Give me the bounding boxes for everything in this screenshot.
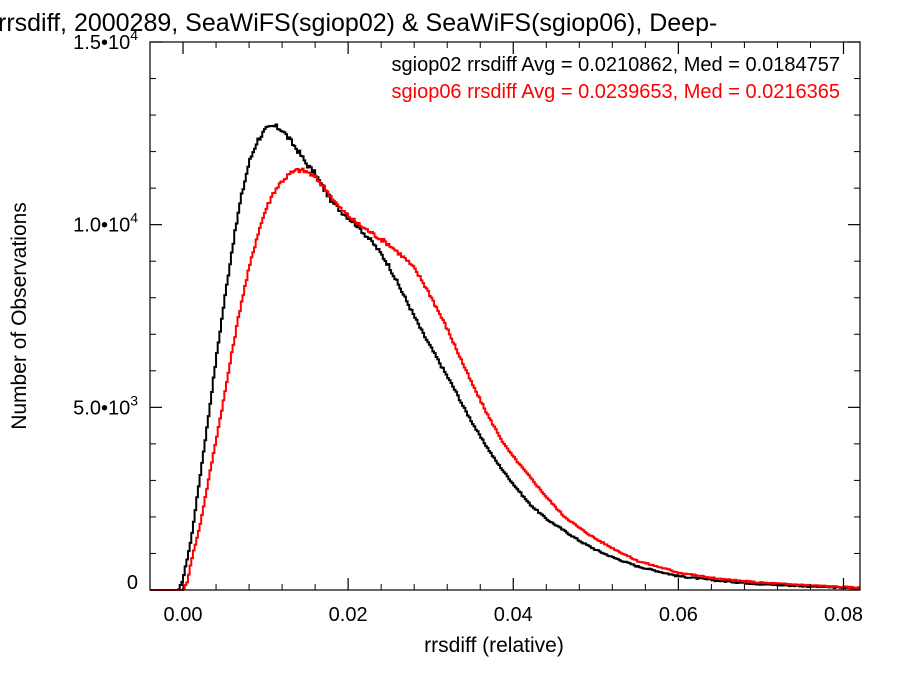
legend-entry-sgiop02: sgiop02 rrsdiff Avg = 0.0210862, Med = 0…	[392, 54, 841, 76]
series-layer	[150, 123, 860, 591]
chart-title: rrsdiff, 2000289, SeaWiFS(sgiop02) & Sea…	[0, 9, 717, 37]
y-tick-label: 1.0•104	[73, 210, 138, 237]
x-tick-label: 0.06	[659, 604, 698, 626]
x-tick-label: 0.04	[494, 604, 533, 626]
x-axis-label: rrsdiff (relative)	[424, 634, 564, 657]
series-line-1	[150, 167, 860, 591]
series-line-0	[150, 123, 860, 591]
legend: sgiop02 rrsdiff Avg = 0.0210862, Med = 0…	[392, 54, 841, 103]
x-tick-label: 0.00	[164, 604, 203, 626]
x-tick-label: 0.08	[824, 604, 863, 626]
plot-frame	[149, 41, 861, 591]
y-axis: 0 5.0•103 1.0•104 1.5•104	[73, 27, 860, 594]
y-axis-label: Number of Observations	[8, 202, 31, 430]
y-tick-label: 0	[127, 572, 138, 594]
y-tick-label: 1.5•104	[73, 27, 138, 54]
x-tick-label: 0.02	[329, 604, 368, 626]
legend-entry-sgiop06: sgiop06 rrsdiff Avg = 0.0239653, Med = 0…	[392, 81, 841, 103]
y-tick-label: 5.0•103	[73, 392, 138, 419]
x-axis: 0.00 0.02 0.04 0.06 0.08	[164, 42, 863, 626]
